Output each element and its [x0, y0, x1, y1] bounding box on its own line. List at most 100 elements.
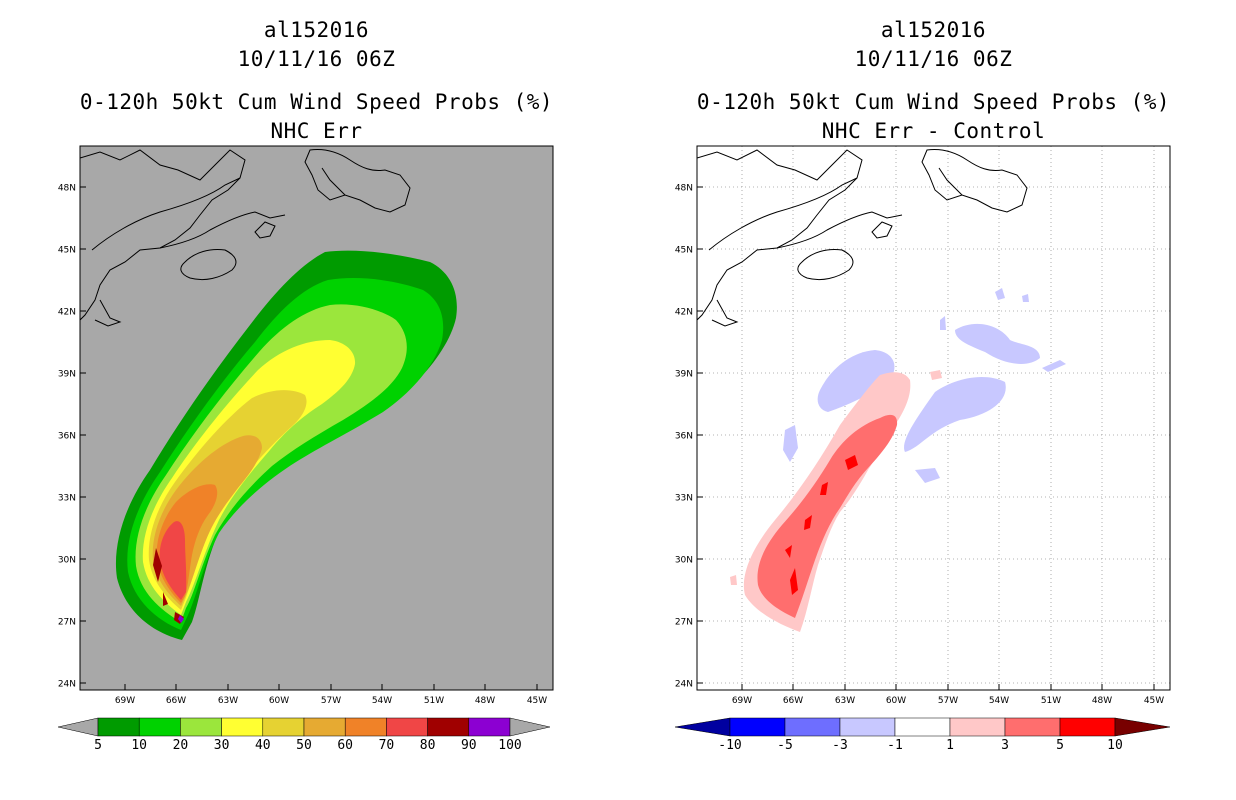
colorbar-swatch [262, 717, 305, 737]
right-coastlines [697, 149, 1028, 327]
lon-label: 63W [835, 696, 855, 706]
colorbar-over-triangle [1114, 717, 1171, 737]
colorbar-label: 20 [173, 738, 189, 753]
colorbar-label: 10 [131, 738, 147, 753]
contour-plus5 [804, 515, 812, 530]
left-coastlines [80, 149, 411, 327]
lon-label: 54W [372, 696, 392, 706]
colorbar-label: 80 [420, 738, 436, 753]
colorbar-label: 1 [946, 738, 954, 753]
right-storm-id: al152016 [880, 18, 987, 42]
lat-label: 33N [58, 494, 76, 504]
left-product-title: 0-120h 50kt Cum Wind Speed Probs (%) [79, 90, 554, 114]
left-colorbar: 5 10 20 30 40 50 60 70 80 90 100 [57, 717, 551, 753]
contour-minus1 [940, 316, 946, 330]
contour-plus1 [930, 370, 942, 380]
colorbar-label: 50 [296, 738, 312, 753]
colorbar-label: 100 [498, 738, 521, 753]
colorbar-swatch [894, 717, 951, 737]
colorbar-swatch [97, 717, 140, 737]
colorbar-swatch [784, 717, 841, 737]
contour-plus5 [790, 568, 798, 595]
lat-label: 30N [58, 556, 76, 566]
contour-plus5 [845, 455, 858, 470]
colorbar-swatch [138, 717, 181, 737]
lon-label: 51W [1041, 696, 1061, 706]
lon-label: 54W [989, 696, 1009, 706]
right-product-title: 0-120h 50kt Cum Wind Speed Probs (%) [696, 90, 1171, 114]
contour-minus1 [955, 323, 1040, 364]
lon-label: 66W [166, 696, 186, 706]
lat-label: 39N [58, 370, 76, 380]
lon-label: 60W [886, 696, 906, 706]
contour-minus1 [817, 350, 895, 412]
colorbar-label: -5 [777, 738, 793, 753]
colorbar-swatch [468, 717, 511, 737]
lon-label: 66W [783, 696, 803, 706]
left-map-panel: 48N 45N 42N 39N 36N 33N 30N 27N 24N 69W 66W 63W 60W 5… [58, 145, 554, 707]
colorbar-swatch [303, 717, 346, 737]
right-colorbar: -10 -5 -3 -1 1 3 5 10 [674, 717, 1171, 753]
right-datetime: 10/11/16 06Z [854, 47, 1013, 71]
colorbar-label: 30 [214, 738, 230, 753]
left-axis-ticks: 48N 45N 42N 39N 36N 33N 30N 27N 24N 69W 66W 63W 60W 5… [58, 184, 547, 707]
colorbar-over-triangle [509, 717, 551, 737]
left-storm-id: al152016 [263, 18, 370, 42]
colorbar-label: 5 [94, 738, 102, 753]
left-probability-contours [80, 149, 457, 640]
colorbar-swatch [949, 717, 1006, 737]
colorbar-swatch [386, 717, 428, 737]
contour-minus1 [995, 288, 1005, 300]
colorbar-swatch [729, 717, 786, 737]
contour-80 [153, 548, 162, 582]
lon-label: 69W [732, 696, 752, 706]
lon-label: 69W [115, 696, 135, 706]
lat-label: 24N [58, 680, 76, 690]
contour-minus1 [1042, 360, 1066, 372]
lon-label: 60W [269, 696, 289, 706]
contour-minus1 [904, 377, 1006, 452]
lat-label: 36N [58, 432, 76, 442]
lat-label: 45N [58, 246, 76, 256]
lon-label: 57W [938, 696, 958, 706]
colorbar-swatch [180, 717, 222, 737]
lon-label: 63W [218, 696, 238, 706]
colorbar-label: -10 [718, 738, 741, 753]
lat-label: 33N [675, 494, 693, 504]
colorbar-label: 90 [461, 738, 477, 753]
contour-plus1 [730, 575, 737, 585]
colorbar-under-triangle [57, 717, 99, 737]
lat-label: 36N [675, 432, 693, 442]
left-datetime: 10/11/16 06Z [237, 47, 396, 71]
colorbar-swatch [1059, 717, 1116, 737]
right-map-frame [696, 145, 1171, 691]
contour-plus5 [820, 482, 828, 495]
colorbar-label: 5 [1056, 738, 1064, 753]
contour-80 [163, 592, 168, 606]
colorbar-swatch [427, 717, 470, 737]
right-map-panel: 48N 45N 42N 39N 36N 33N 30N 27N 24N 69W 66W 63W 60W 5… [675, 145, 1171, 706]
lat-label: 42N [675, 308, 693, 318]
colorbar-label: 3 [1001, 738, 1009, 753]
colorbar-label: 70 [379, 738, 395, 753]
lat-label: 42N [58, 308, 76, 318]
contour-minus1 [1022, 294, 1029, 302]
lat-label: 24N [675, 680, 693, 690]
lon-label: 48W [475, 696, 495, 706]
contour-90 [178, 615, 184, 623]
contour-plus5 [785, 545, 792, 558]
right-difference-contours [730, 288, 1066, 632]
left-subtitle: NHC Err [270, 119, 363, 143]
colorbar-label: 10 [1107, 738, 1123, 753]
lon-label: 57W [321, 696, 341, 706]
lon-label: 48W [1092, 696, 1112, 706]
lon-label: 51W [424, 696, 444, 706]
lat-label: 39N [675, 370, 693, 380]
colorbar-swatch [221, 717, 264, 737]
contour-minus1 [783, 425, 798, 462]
lat-label: 30N [675, 556, 693, 566]
colorbar-label: -1 [887, 738, 903, 753]
lat-label: 48N [58, 184, 76, 194]
lat-label: 48N [675, 184, 693, 194]
